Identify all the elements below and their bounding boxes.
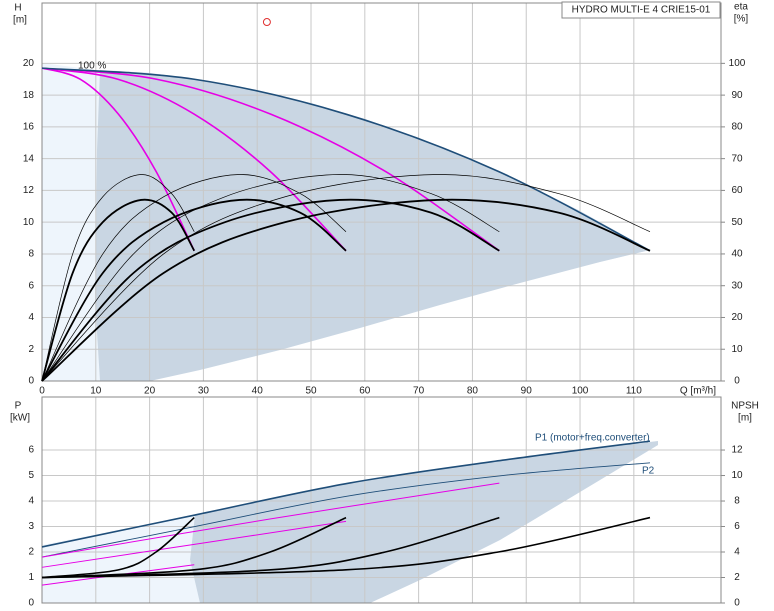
operating-region — [95, 70, 650, 381]
plot-frame — [41, 2, 722, 382]
annotation: 100 % — [78, 61, 106, 72]
title-box — [561, 1, 721, 19]
y2-tick-label: 0 — [734, 598, 740, 609]
y2-label: NPSH — [731, 401, 759, 412]
curve — [41, 198, 196, 382]
y-tick-label: 2 — [28, 344, 34, 355]
curve — [41, 516, 195, 579]
operating-region — [190, 441, 658, 603]
curve — [41, 462, 651, 558]
x-tick-label: 80 — [467, 386, 479, 397]
y2-tick-label: 12 — [731, 445, 743, 456]
duty-point — [262, 18, 271, 27]
y2-tick-label: 50 — [731, 217, 743, 228]
x-tick-label: 110 — [626, 386, 642, 397]
y2-tick-label: 100 — [729, 58, 746, 69]
x-tick-label: 20 — [144, 386, 156, 397]
y-tick-label: 4 — [28, 312, 34, 323]
x-tick-label: 30 — [198, 386, 210, 397]
y-tick-label: 10 — [23, 217, 35, 228]
curve — [41, 520, 347, 568]
curve — [41, 440, 651, 548]
curve — [41, 174, 347, 382]
plot-frame — [41, 396, 722, 604]
y2-tick-label: 80 — [731, 122, 743, 133]
series-label: P1 (motor+freq.converter) — [535, 433, 650, 444]
curve — [41, 67, 500, 252]
y2-tick-label: 4 — [734, 547, 740, 558]
x-tick-label: 70 — [413, 386, 425, 397]
x-tick-label: 90 — [521, 386, 533, 397]
y2-tick-label: 10 — [731, 470, 743, 481]
y-tick-label: 0 — [28, 376, 34, 387]
x-tick-label: 0 — [39, 386, 45, 397]
y2-label: eta — [734, 2, 748, 13]
y-tick-label: 2 — [28, 547, 34, 558]
y-tick-label: 20 — [23, 58, 35, 69]
y2-tick-label: 40 — [731, 249, 743, 260]
curve — [41, 516, 651, 579]
y-tick-label: 4 — [28, 496, 34, 507]
y2-tick-label: 10 — [731, 344, 743, 355]
x-tick-label: 40 — [252, 386, 264, 397]
y2-tick-label: 8 — [734, 496, 740, 507]
y2-tick-label: 70 — [731, 153, 743, 164]
y2-tick-label: 20 — [731, 312, 743, 323]
y-unit: [kW] — [10, 413, 30, 424]
y-tick-label: 3 — [28, 521, 34, 532]
curve — [41, 67, 651, 252]
curve — [41, 174, 500, 382]
y2-tick-label: 0 — [734, 376, 740, 387]
curve — [41, 67, 195, 252]
curve — [41, 67, 347, 252]
curve — [41, 198, 500, 382]
curve — [41, 174, 195, 382]
y-tick-label: 14 — [23, 153, 35, 164]
y-tick-label: 6 — [28, 445, 34, 456]
curve — [41, 198, 347, 382]
curve — [41, 174, 651, 382]
y2-unit: [m] — [738, 413, 752, 424]
x-tick-label: 100 — [572, 386, 589, 397]
x-label: Q [m³/h] — [680, 386, 716, 397]
chart-title: HYDRO MULTI-E 4 CRIE15-01 — [572, 5, 711, 16]
y-tick-label: 8 — [28, 249, 34, 260]
y2-unit: [%] — [734, 14, 749, 25]
y2-tick-label: 30 — [731, 280, 743, 291]
x-tick-label: 60 — [359, 386, 371, 397]
y2-tick-label: 6 — [734, 521, 740, 532]
y-tick-label: 18 — [23, 90, 35, 101]
y-unit: [m] — [13, 15, 27, 26]
curve — [41, 198, 651, 382]
x-tick-label: 50 — [305, 386, 317, 397]
y-tick-label: 16 — [23, 122, 35, 133]
y-tick-label: 0 — [28, 598, 34, 609]
y2-tick-label: 60 — [731, 185, 743, 196]
x-tick-label: 10 — [90, 386, 102, 397]
y2-tick-label: 2 — [734, 572, 740, 583]
curve — [41, 482, 500, 558]
series-label: P2 — [642, 466, 655, 477]
y2-tick-label: 90 — [731, 90, 743, 101]
y-tick-label: 6 — [28, 280, 34, 291]
y-label: H — [14, 3, 21, 14]
y-tick-label: 1 — [28, 572, 34, 583]
y-label: P — [15, 401, 22, 412]
y-tick-label: 12 — [23, 185, 35, 196]
y-tick-label: 5 — [28, 470, 34, 481]
